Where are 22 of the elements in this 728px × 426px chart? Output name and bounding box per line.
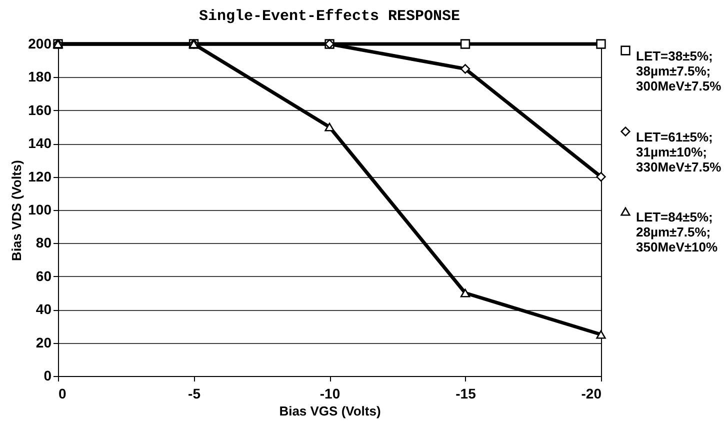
x-tick-label: -5 (188, 386, 201, 402)
x-tick-label: -10 (320, 386, 340, 402)
y-tick-label: 100 (28, 202, 52, 218)
x-axis-title: Bias VGS (Volts) (279, 404, 381, 418)
x-tick-label: 0 (58, 386, 66, 402)
legend-label: LET=61±5%; 31µm±10%; 330MeV±7.5% (636, 130, 722, 174)
legend-label: LET=84±5%; 28µm±7.5%; 350MeV±10% (636, 210, 718, 254)
y-tick-label: 140 (28, 135, 52, 152)
y-tick-label: 80 (36, 234, 52, 251)
y-tick-label: 160 (28, 102, 52, 118)
y-axis-title: Bias VDS (Volts) (9, 160, 24, 261)
chart-title: Single-Event-Effects RESPONSE (198, 8, 460, 25)
y-tick-label: 0 (44, 368, 52, 384)
y-tick-label: 120 (28, 168, 52, 184)
y-tick-label: 60 (36, 268, 52, 284)
y-tick-label: 20 (36, 334, 52, 350)
y-tick-label: 40 (36, 301, 52, 318)
y-tick-label: 200 (28, 36, 52, 52)
legend-label: LET=38±5%; 38µm±7.5%; 300MeV±7.5% (636, 48, 722, 94)
x-tick-label: -15 (456, 386, 476, 402)
x-tick-label: -20 (581, 386, 602, 402)
y-tick-label: 180 (28, 68, 52, 85)
